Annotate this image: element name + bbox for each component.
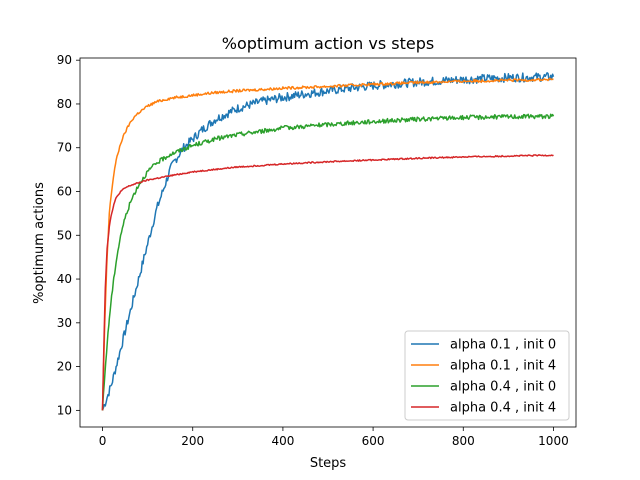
chart-title: %optimum action vs steps: [222, 34, 434, 53]
legend-label: alpha 0.4 , init 0: [450, 380, 556, 395]
y-axis-label: %optimum actions: [32, 182, 47, 304]
y-tick-label: 30: [57, 316, 72, 330]
y-axis-ticks: 10 20 30 40 50 60 70 80 90: [57, 53, 80, 417]
legend-label: alpha 0.4 , init 4: [450, 401, 556, 416]
y-tick-label: 10: [57, 403, 72, 417]
x-tick-label: 600: [362, 434, 385, 448]
y-tick-label: 70: [57, 141, 72, 155]
x-axis-label: Steps: [310, 456, 347, 471]
x-tick-label: 400: [271, 434, 294, 448]
legend-label: alpha 0.1 , init 4: [450, 359, 556, 374]
y-tick-label: 40: [57, 272, 72, 286]
y-tick-label: 60: [57, 185, 72, 199]
y-tick-label: 20: [57, 360, 72, 374]
legend: alpha 0.1 , init 0 alpha 0.1 , init 4 alph…: [404, 330, 570, 421]
series-line-1: [101, 72, 555, 411]
x-tick-label: 1000: [538, 434, 569, 448]
series-line-3: [101, 113, 555, 411]
x-tick-label: 200: [181, 434, 204, 448]
y-tick-label: 90: [57, 53, 72, 67]
plot-frame: [79, 57, 577, 428]
legend-box: [404, 330, 570, 421]
x-tick-label: 0: [99, 434, 107, 448]
plot-area: [79, 57, 577, 428]
legend-label: alpha 0.1 , init 0: [450, 338, 556, 353]
y-tick-label: 50: [57, 228, 72, 242]
x-tick-label: 800: [452, 434, 475, 448]
series-line-4: [101, 154, 554, 411]
series-line-2: [101, 77, 554, 411]
y-tick-label: 80: [57, 97, 72, 111]
x-axis-ticks: 0 200 400 600 800 1000: [99, 427, 569, 448]
